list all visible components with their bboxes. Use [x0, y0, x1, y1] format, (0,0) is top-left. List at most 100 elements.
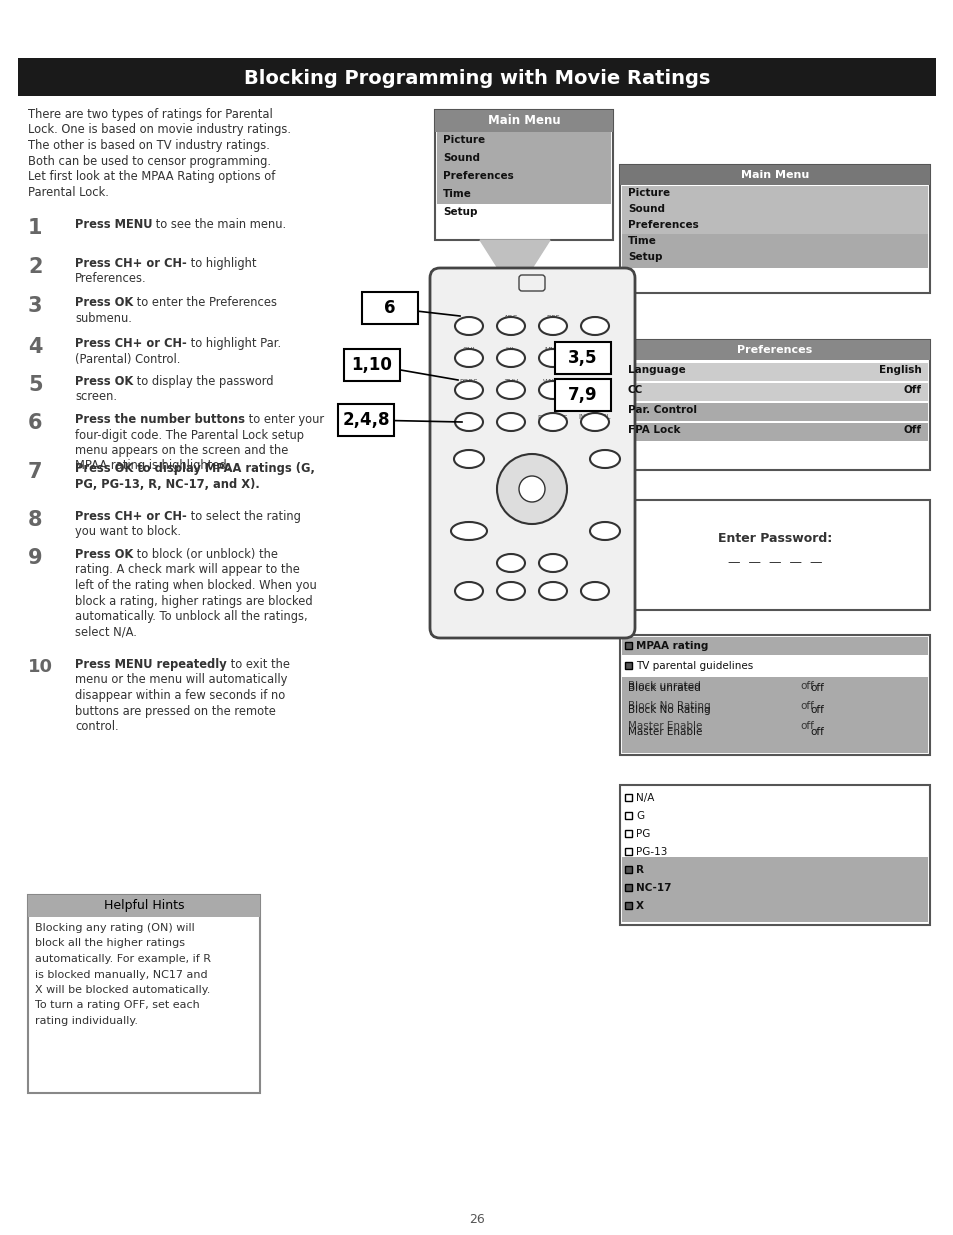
Text: MPAA rating: MPAA rating	[636, 641, 708, 651]
Text: Lock. One is based on movie industry ratings.: Lock. One is based on movie industry rat…	[28, 124, 291, 137]
Bar	[624, 866, 631, 873]
Text: 5: 5	[28, 375, 43, 395]
Text: Block No Rating: Block No Rating	[627, 705, 710, 715]
Ellipse shape	[497, 555, 524, 572]
Text: Off: Off	[903, 425, 921, 435]
Text: 1: 1	[28, 219, 43, 238]
Ellipse shape	[538, 382, 566, 399]
Text: Press CH+ or CH-: Press CH+ or CH-	[75, 337, 187, 350]
Text: INFO/DEL: INFO/DEL	[578, 415, 611, 420]
Text: rating individually.: rating individually.	[35, 1016, 138, 1026]
Text: 3: 3	[549, 322, 556, 331]
Bar	[624, 902, 631, 909]
Text: TV parental guidelines: TV parental guidelines	[636, 661, 753, 671]
Text: DEF
3: DEF 3	[546, 315, 559, 329]
Ellipse shape	[455, 582, 482, 600]
Text: control.: control.	[75, 720, 118, 734]
Text: CC: CC	[627, 385, 642, 395]
Text: MENU: MENU	[456, 456, 480, 462]
Text: 8: 8	[507, 387, 514, 395]
Text: MNO
6: MNO 6	[544, 347, 560, 359]
Text: menu appears on the screen and the: menu appears on the screen and the	[75, 445, 288, 457]
Bar	[619, 635, 929, 755]
Text: off: off	[809, 683, 823, 693]
Text: VOL-: VOL-	[497, 487, 513, 492]
Ellipse shape	[538, 350, 566, 367]
Text: Preferences: Preferences	[627, 220, 698, 230]
Text: GO BACK: GO BACK	[453, 529, 484, 534]
Text: Par. Control: Par. Control	[627, 405, 697, 415]
Text: Language: Language	[627, 366, 685, 375]
Ellipse shape	[451, 522, 486, 540]
Text: Let first look at the MPAA Rating options of: Let first look at the MPAA Rating option…	[28, 170, 275, 183]
Text: off: off	[809, 727, 823, 737]
Text: Press OK: Press OK	[75, 548, 133, 561]
Bar	[624, 642, 631, 650]
Text: CH-: CH-	[525, 510, 537, 516]
Text: NC-17: NC-17	[636, 883, 671, 893]
Circle shape	[497, 454, 566, 524]
Text: CAPS: CAPS	[503, 589, 517, 594]
Text: PG: PG	[636, 829, 650, 839]
Text: Setup: Setup	[627, 252, 661, 262]
Text: to enter your: to enter your	[245, 412, 324, 426]
Text: disappear within a few seconds if no: disappear within a few seconds if no	[75, 689, 285, 701]
Text: Time: Time	[627, 236, 657, 246]
Text: OK: OK	[598, 454, 611, 463]
Text: ABC
2: ABC 2	[503, 315, 517, 329]
Bar	[624, 830, 631, 837]
Text: INPUT: INPUT	[458, 415, 478, 420]
Text: GHI
4: GHI 4	[462, 347, 475, 359]
Bar	[621, 233, 927, 268]
Bar	[619, 785, 929, 925]
Ellipse shape	[580, 412, 608, 431]
Text: N/A: N/A	[636, 793, 654, 803]
Bar	[619, 165, 929, 185]
FancyBboxPatch shape	[518, 275, 544, 291]
Text: Sound: Sound	[627, 204, 664, 214]
Text: Preferences: Preferences	[442, 170, 514, 182]
Text: —  —  —  —  —: — — — — —	[727, 556, 821, 568]
Text: English: English	[879, 366, 921, 375]
Ellipse shape	[497, 582, 524, 600]
Ellipse shape	[580, 317, 608, 335]
Text: screen.: screen.	[75, 390, 117, 404]
Ellipse shape	[497, 412, 524, 431]
Text: select N/A.: select N/A.	[75, 625, 136, 638]
Text: to enter the Preferences: to enter the Preferences	[133, 296, 277, 309]
Ellipse shape	[538, 317, 566, 335]
Text: Block unrated: Block unrated	[627, 680, 700, 692]
Text: INSERT: INSERT	[543, 589, 562, 594]
Text: Picture: Picture	[627, 188, 669, 198]
Ellipse shape	[538, 582, 566, 600]
Text: 8: 8	[28, 510, 43, 530]
Text: PRESETS: PRESETS	[537, 415, 568, 420]
Text: block a rating, higher ratings are blocked: block a rating, higher ratings are block…	[75, 594, 313, 608]
Ellipse shape	[454, 450, 483, 468]
Text: Picture: Picture	[442, 135, 485, 144]
Text: to block (or unblock) the: to block (or unblock) the	[133, 548, 278, 561]
Bar	[624, 794, 631, 802]
Text: 6: 6	[384, 299, 395, 317]
Bar	[619, 340, 929, 359]
Bar	[555, 342, 610, 374]
Text: 6: 6	[28, 412, 43, 433]
Text: Setup: Setup	[442, 207, 477, 217]
Bar	[619, 340, 929, 471]
Text: +-1: +-1	[462, 319, 475, 325]
Text: PG, PG-13, R, NC-17, and X).: PG, PG-13, R, NC-17, and X).	[75, 478, 259, 490]
Ellipse shape	[538, 555, 566, 572]
Text: X: X	[636, 902, 643, 911]
Text: 9: 9	[28, 548, 43, 568]
Text: To turn a rating OFF, set each: To turn a rating OFF, set each	[35, 1000, 199, 1010]
Text: 2: 2	[507, 322, 514, 331]
Circle shape	[518, 475, 544, 501]
Text: Time: Time	[442, 189, 472, 199]
Text: 4: 4	[28, 337, 43, 357]
Text: Sound: Sound	[442, 153, 479, 163]
Bar	[621, 857, 927, 923]
Text: Parental Lock.: Parental Lock.	[28, 185, 109, 199]
Text: MPAA rating is highlighted.: MPAA rating is highlighted.	[75, 459, 230, 473]
Text: you want to block.: you want to block.	[75, 526, 181, 538]
Text: to highlight: to highlight	[187, 257, 256, 270]
